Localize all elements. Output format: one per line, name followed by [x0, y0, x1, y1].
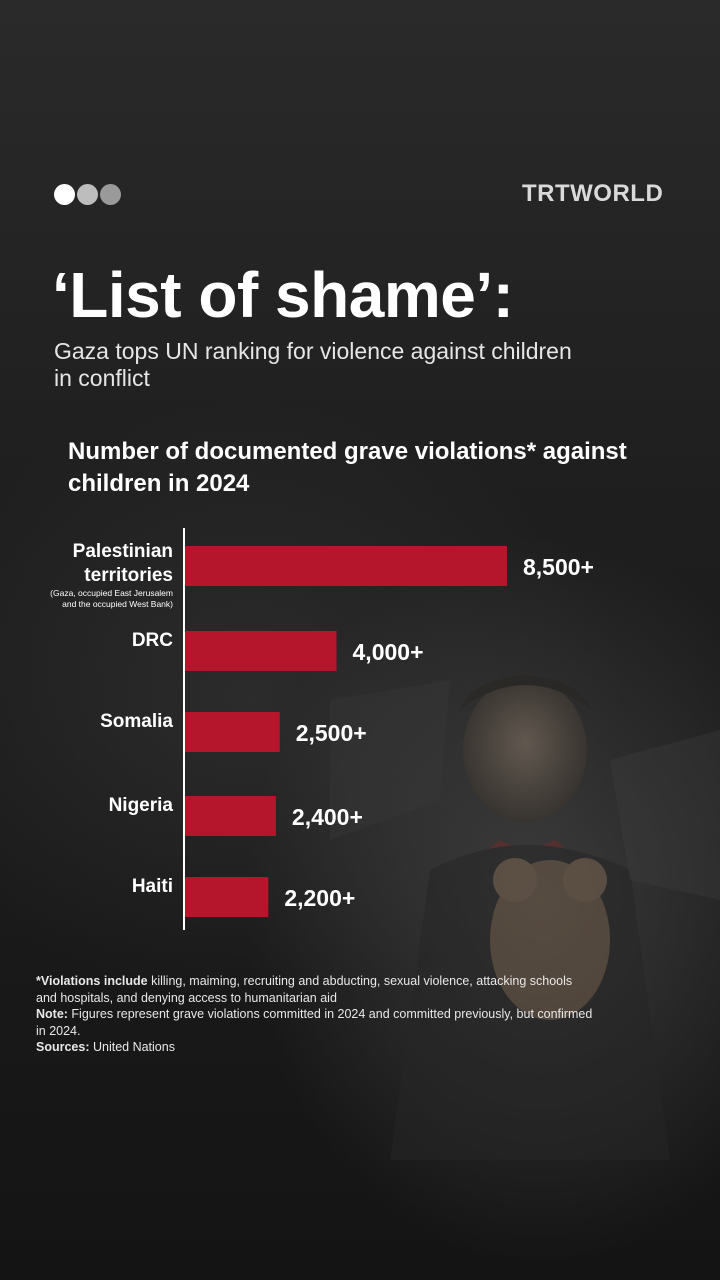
footnotes: *Violations include killing, maiming, re…	[36, 973, 596, 1056]
chart-title: Number of documented grave violations* a…	[68, 438, 627, 497]
dot-icon	[100, 184, 121, 205]
category-label: Palestinian	[73, 541, 173, 562]
bar-value-label: 4,000+	[353, 639, 424, 665]
category-label: Somalia	[100, 711, 173, 732]
dot-icon	[77, 184, 98, 205]
category-label: Nigeria	[109, 795, 174, 816]
bar-value-label: 8,500+	[523, 554, 594, 580]
bar-value-label: 2,400+	[292, 804, 363, 830]
bar-value-label: 2,200+	[284, 885, 355, 911]
page-title: ‘List of shame’:	[52, 259, 514, 331]
category-note: (Gaza, occupied East Jerusalem	[50, 588, 173, 598]
bar-nigeria	[185, 796, 276, 836]
bar-value-label: 2,500+	[296, 720, 367, 746]
violations-footnote: *Violations include killing, maiming, re…	[36, 974, 573, 1005]
category-label: territories	[84, 565, 173, 586]
note-footnote: Note: Figures represent grave violations…	[36, 1007, 593, 1038]
sources-footnote: Sources: United Nations	[36, 1040, 175, 1054]
page-subtitle: Gaza tops UN ranking for violence agains…	[54, 338, 572, 391]
trt-world-logo: TRTWORLD	[522, 180, 664, 207]
bar-somalia	[185, 712, 280, 752]
brand-dots	[54, 184, 121, 205]
category-label: DRC	[132, 630, 173, 651]
category-note: and the occupied West Bank)	[62, 599, 173, 609]
child-photo-illustration	[330, 675, 720, 1160]
bar-palestinian-territories	[185, 546, 507, 586]
category-label: Haiti	[132, 876, 173, 897]
bar-haiti	[185, 877, 269, 917]
bar-drc	[185, 631, 337, 671]
dot-icon	[54, 184, 75, 205]
